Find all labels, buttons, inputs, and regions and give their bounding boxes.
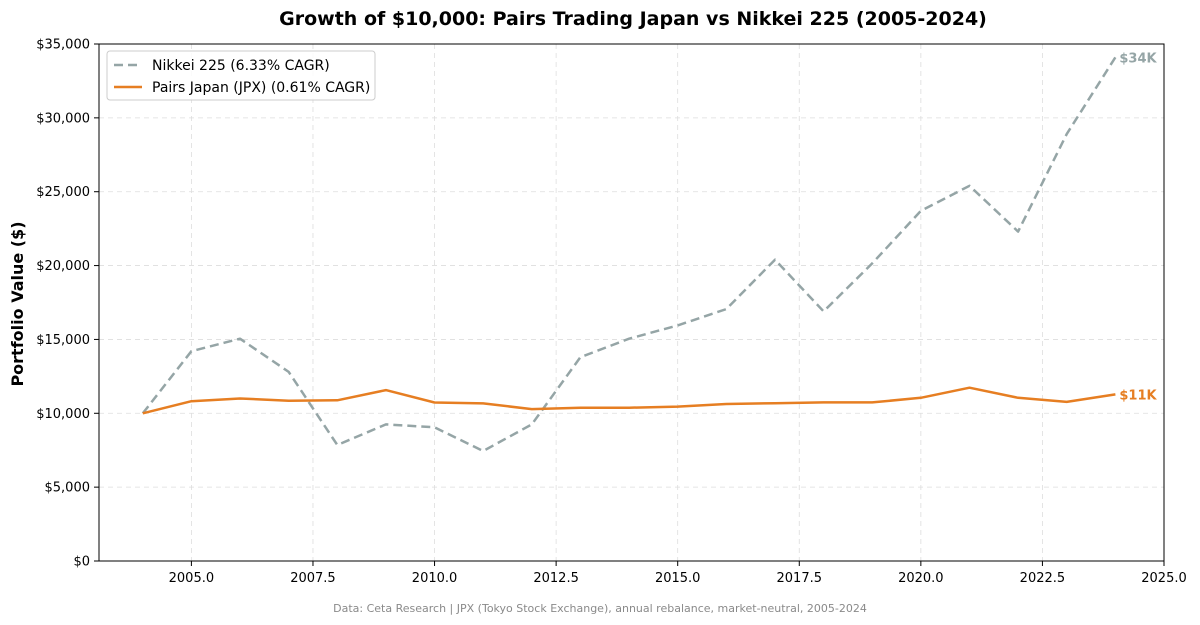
legend-box [106,50,376,101]
y-tick-label: $10,000 [36,407,90,422]
x-tick-label: 2007.5 [290,571,336,586]
x-tick-label: 2015.0 [655,571,701,586]
x-tick-label: 2020.0 [898,571,944,586]
series-line-nikkei [141,56,1117,453]
x-tick-label: 2017.5 [777,571,823,586]
end-labels: $34K $11K [1119,51,1157,403]
end-value-label: $11K [1119,388,1157,403]
y-axis: $0 $5,000 $10,000 $15,000 $20,000 $25,000 $30,… [36,38,99,570]
y-tick-label: $30,000 [36,111,90,126]
y-tick-label: $15,000 [36,333,90,348]
y-tick-label: $20,000 [36,259,90,274]
y-tick-label: $35,000 [36,38,90,53]
x-tick-label: 2022.5 [1020,571,1066,586]
x-tick-label: 2012.5 [533,571,579,586]
legend-label: Nikkei 225 (6.33% CAGR) [152,58,330,74]
chart-title: Growth of $10,000: Pairs Trading Japan v… [279,8,987,30]
y-tick-label: $5,000 [45,481,91,496]
grid [99,43,1165,562]
y-tick-label: $25,000 [36,185,90,200]
x-tick-label: 2010.0 [412,571,458,586]
x-tick-label: 2025.0 [1141,571,1187,586]
legend: Nikkei 225 (6.33% CAGR) Pairs Japan (JPX)… [106,50,376,101]
end-value-label: $34K [1119,51,1157,66]
y-axis-label: Portfolio Value ($) [8,221,27,386]
x-tick-label: 2005.0 [169,571,215,586]
y-tick-label: $0 [73,555,90,570]
series-line-pairs-japan [142,386,1116,415]
plot-frame [98,43,1165,562]
legend-label: Pairs Japan (JPX) (0.61% CAGR) [152,80,370,96]
x-axis: 2005.0 2007.5 2010.0 2012.5 2015.0 2017.5 2020… [169,561,1187,586]
source-note: Data: Ceta Research | JPX (Tokyo Stock E… [333,602,867,615]
series-lines [141,56,1117,453]
